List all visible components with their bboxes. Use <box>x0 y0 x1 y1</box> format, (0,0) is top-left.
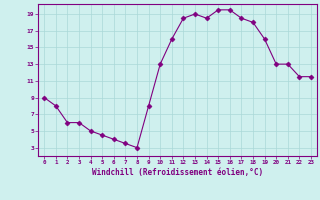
X-axis label: Windchill (Refroidissement éolien,°C): Windchill (Refroidissement éolien,°C) <box>92 168 263 177</box>
